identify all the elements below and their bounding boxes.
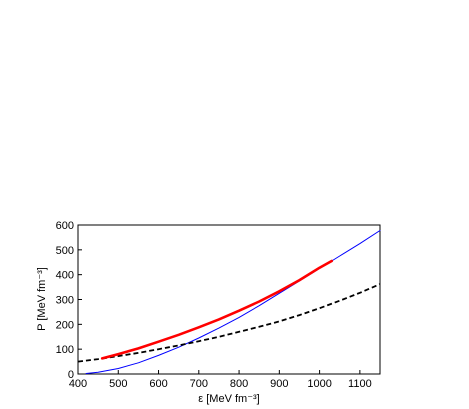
x-tick-label: 700 — [190, 378, 208, 390]
y-tick-label: 300 — [56, 295, 74, 307]
y-tick-label: 600 — [56, 220, 74, 232]
y-tick-label: 500 — [56, 245, 74, 257]
x-tick-label: 800 — [230, 378, 248, 390]
x-tick-label: 1100 — [348, 378, 372, 390]
x-tick-label: 400 — [69, 378, 87, 390]
x-tick-label: 600 — [149, 378, 167, 390]
x-tick-label: 500 — [109, 378, 127, 390]
y-tick-label: 200 — [56, 319, 74, 331]
ticks-layer: 400 500 600 700 800 900 1000 1100 0 100 200 300 400 5… — [56, 220, 372, 390]
y-tick-label: 0 — [68, 369, 74, 381]
x-axis-title: ε [MeV fm⁻³] — [198, 393, 259, 405]
series-layer — [77, 230, 381, 374]
series-line-0 — [100, 259, 334, 360]
series-line-2 — [77, 283, 381, 363]
y-axis-title: P [MeV fm⁻³] — [36, 267, 48, 331]
y-tick-label: 100 — [56, 344, 74, 356]
x-tick-label: 1000 — [307, 378, 331, 390]
x-tick-label: 900 — [270, 378, 288, 390]
y-tick-label: 400 — [56, 270, 74, 282]
